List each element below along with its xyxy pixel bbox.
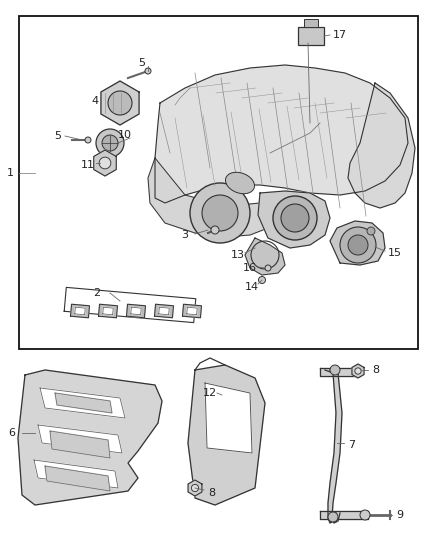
Polygon shape <box>55 393 112 413</box>
Circle shape <box>202 195 238 231</box>
Text: 2: 2 <box>93 288 101 298</box>
Circle shape <box>99 157 111 169</box>
Polygon shape <box>94 150 116 176</box>
Text: 5: 5 <box>138 58 145 68</box>
Polygon shape <box>103 308 113 314</box>
Text: 7: 7 <box>349 440 356 450</box>
Text: 16: 16 <box>243 263 257 273</box>
Circle shape <box>360 510 370 520</box>
Circle shape <box>85 137 91 143</box>
Circle shape <box>340 227 376 263</box>
Circle shape <box>258 277 265 284</box>
Polygon shape <box>40 388 125 418</box>
Polygon shape <box>38 425 122 453</box>
Circle shape <box>145 68 151 74</box>
Polygon shape <box>188 480 202 496</box>
Polygon shape <box>75 308 85 314</box>
Polygon shape <box>245 238 285 275</box>
Polygon shape <box>330 221 385 265</box>
Polygon shape <box>205 383 252 453</box>
Text: 8: 8 <box>208 488 215 498</box>
Polygon shape <box>99 304 117 318</box>
Circle shape <box>108 91 132 115</box>
Polygon shape <box>183 304 201 318</box>
Polygon shape <box>320 368 360 376</box>
Polygon shape <box>352 364 364 378</box>
Text: 10: 10 <box>118 130 132 140</box>
Polygon shape <box>148 158 275 237</box>
Ellipse shape <box>226 172 254 193</box>
Circle shape <box>211 226 219 234</box>
Polygon shape <box>187 308 197 314</box>
Polygon shape <box>50 431 110 458</box>
Text: 11: 11 <box>81 160 95 170</box>
Circle shape <box>102 135 118 151</box>
Text: 5: 5 <box>54 131 61 141</box>
Text: 14: 14 <box>245 282 259 292</box>
Circle shape <box>348 235 368 255</box>
Text: 15: 15 <box>388 248 402 258</box>
Bar <box>304 19 318 27</box>
Circle shape <box>330 365 340 375</box>
Polygon shape <box>188 365 265 505</box>
Polygon shape <box>131 308 141 314</box>
Text: 13: 13 <box>231 250 245 260</box>
Bar <box>19 16 418 349</box>
Circle shape <box>328 512 338 522</box>
Polygon shape <box>155 65 408 203</box>
Text: 9: 9 <box>396 510 403 520</box>
Polygon shape <box>325 370 342 523</box>
Text: 3: 3 <box>181 230 188 240</box>
Polygon shape <box>45 466 110 491</box>
Polygon shape <box>155 304 173 318</box>
Text: 8: 8 <box>372 365 380 375</box>
Text: 17: 17 <box>333 30 347 40</box>
Circle shape <box>96 129 124 157</box>
Polygon shape <box>258 191 330 248</box>
Circle shape <box>265 265 271 271</box>
Text: 4: 4 <box>92 96 99 106</box>
Polygon shape <box>127 304 145 318</box>
Polygon shape <box>101 81 139 125</box>
Circle shape <box>355 368 361 374</box>
Circle shape <box>190 183 250 243</box>
Polygon shape <box>34 460 118 488</box>
Text: 12: 12 <box>203 388 217 398</box>
Text: 1: 1 <box>7 168 14 178</box>
Circle shape <box>367 227 375 235</box>
Polygon shape <box>348 83 415 208</box>
Polygon shape <box>18 370 162 505</box>
Polygon shape <box>71 304 89 318</box>
Circle shape <box>191 484 198 491</box>
Bar <box>298 27 324 45</box>
Circle shape <box>273 196 317 240</box>
Circle shape <box>281 204 309 232</box>
Polygon shape <box>320 511 368 519</box>
Polygon shape <box>159 308 169 314</box>
Text: 6: 6 <box>8 428 15 438</box>
